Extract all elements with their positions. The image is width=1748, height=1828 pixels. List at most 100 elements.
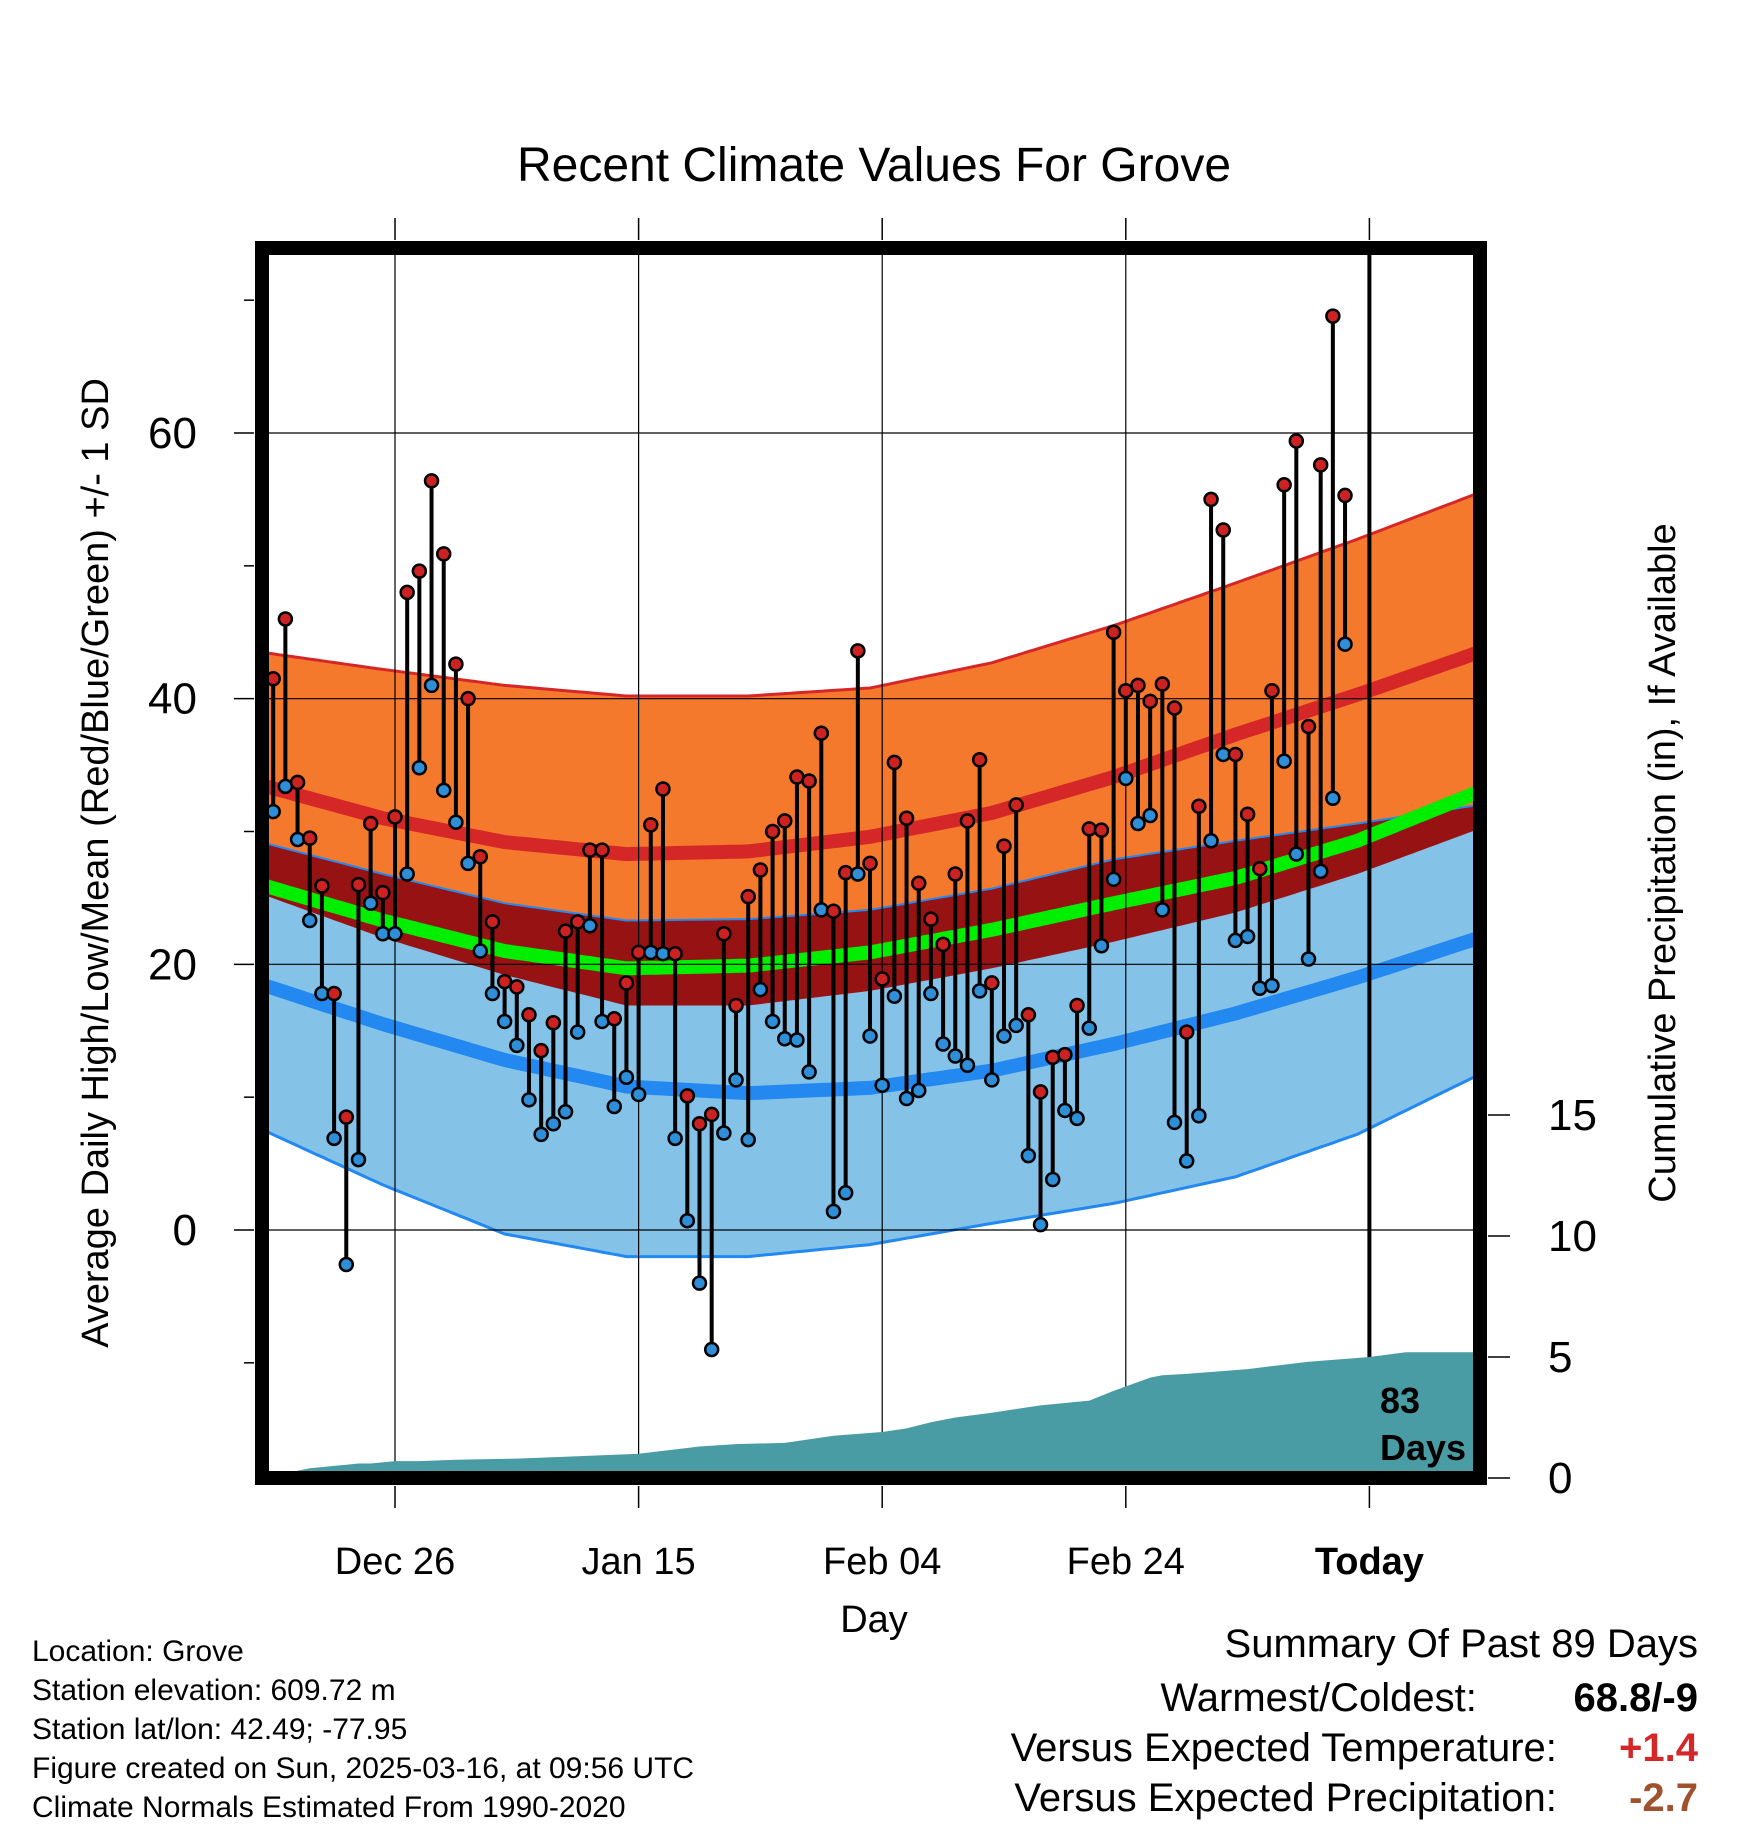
- daily-low-point: [728, 1072, 744, 1088]
- daily-high-point: [984, 975, 1000, 991]
- cumulative-precip-area: [262, 1352, 1479, 1478]
- daily-low-point: [569, 1024, 586, 1040]
- daily-high-point: [1020, 1007, 1037, 1023]
- daily-high-point: [813, 725, 830, 741]
- daily-high-point: [752, 862, 769, 878]
- daily-low-point: [630, 1086, 647, 1103]
- daily-low-point: [910, 1082, 927, 1099]
- latlon-text: Station lat/lon: 42.49; -77.95: [32, 1713, 408, 1746]
- summary-title: Summary Of Past 89 Days: [1224, 1622, 1698, 1666]
- daily-high-point: [947, 866, 964, 882]
- daily-low-point: [935, 1036, 951, 1052]
- x-tick-label: Jan 15: [582, 1541, 696, 1583]
- daily-low-point: [472, 943, 489, 959]
- daily-low-point: [1276, 753, 1292, 769]
- daily-high-point: [1288, 433, 1305, 449]
- days-label-word: Days: [1380, 1427, 1466, 1468]
- daily-high-point: [1312, 457, 1329, 473]
- daily-low-point: [1337, 636, 1353, 652]
- precip-label: Versus Expected Precipitation:: [1014, 1776, 1557, 1820]
- daily-high-point: [1142, 693, 1158, 710]
- temp-value: +1.4: [1619, 1726, 1698, 1770]
- daily-high-point: [1118, 682, 1134, 699]
- daily-low-point: [801, 1064, 817, 1080]
- chart-title: Recent Climate Values For Grove: [517, 139, 1231, 192]
- daily-high-point: [1044, 1049, 1061, 1066]
- daily-high-point: [1105, 624, 1122, 640]
- daily-high-point: [289, 774, 306, 791]
- daily-low-point: [399, 866, 415, 882]
- daily-low-point: [1069, 1110, 1085, 1127]
- daily-high-point: [545, 1015, 562, 1031]
- daily-low-point: [1093, 937, 1110, 954]
- daily-high-point: [1337, 487, 1353, 504]
- daily-high-point: [1166, 700, 1183, 716]
- daily-low-point: [387, 926, 403, 942]
- daily-high-point: [1093, 822, 1110, 838]
- daily-low-point: [1252, 980, 1268, 996]
- daily-low-point: [326, 1130, 342, 1147]
- daily-low-point: [862, 1028, 878, 1044]
- daily-high-point: [375, 884, 391, 901]
- warmest-label: Warmest/Coldest:: [1160, 1676, 1477, 1720]
- daily-high-point: [326, 985, 342, 1002]
- daily-low-point: [594, 1013, 610, 1030]
- daily-high-point: [825, 903, 842, 919]
- daily-high-point: [338, 1109, 355, 1125]
- y-tick-label: 0: [173, 1206, 197, 1255]
- daily-low-point: [1020, 1147, 1037, 1164]
- daily-low-point: [1057, 1102, 1073, 1119]
- x-tick-label: Dec 26: [335, 1541, 455, 1583]
- daily-high-point: [740, 888, 756, 905]
- daily-low-point: [850, 866, 866, 882]
- daily-low-point: [752, 981, 769, 998]
- daily-low-point: [496, 1013, 513, 1030]
- daily-low-point: [1325, 790, 1341, 807]
- daily-high-point: [1276, 477, 1292, 493]
- daily-high-point: [643, 817, 659, 833]
- elevation-text: Station elevation: 609.72 m: [32, 1674, 396, 1707]
- daily-high-point: [1130, 677, 1146, 694]
- y-tick-label: 20: [148, 940, 197, 989]
- daily-high-point: [667, 945, 683, 962]
- daily-high-point: [362, 815, 379, 832]
- daily-high-point: [472, 848, 489, 865]
- y-axis-label: Average Daily High/Low/Mean (Red/Blue/Gr…: [75, 378, 117, 1348]
- daily-low-point: [1239, 928, 1256, 945]
- daily-low-point: [301, 912, 318, 929]
- daily-low-point: [350, 1151, 367, 1168]
- daily-low-point: [947, 1048, 964, 1064]
- daily-low-point: [667, 1130, 683, 1147]
- daily-high-point: [314, 878, 330, 894]
- normals-text: Climate Normals Estimated From 1990-2020: [32, 1791, 626, 1824]
- daily-low-point: [1044, 1171, 1061, 1188]
- daily-high-point: [1069, 997, 1085, 1014]
- daily-low-point: [1118, 770, 1134, 787]
- daily-low-point: [984, 1072, 1000, 1088]
- y2-tick-label: 15: [1548, 1091, 1597, 1140]
- daily-high-point: [301, 830, 318, 846]
- days-label-number: 83: [1380, 1380, 1420, 1421]
- x-tick-label: Feb 04: [823, 1541, 941, 1583]
- daily-high-point: [1032, 1084, 1049, 1100]
- daily-low-point: [582, 918, 598, 934]
- daily-low-point: [898, 1090, 915, 1107]
- low-sd-lower-line: [262, 1073, 1480, 1259]
- warmest-value: 68.8/-9: [1573, 1676, 1698, 1720]
- daily-high-point: [423, 473, 440, 489]
- daily-low-point: [764, 1013, 781, 1030]
- daily-low-point: [521, 1092, 537, 1108]
- y-tick-label: 60: [148, 409, 197, 458]
- daily-high-point: [679, 1088, 696, 1104]
- daily-high-point: [1325, 308, 1341, 324]
- daily-low-point: [606, 1098, 622, 1115]
- daily-high-point: [509, 979, 525, 995]
- daily-low-point: [411, 759, 428, 776]
- daily-high-point: [618, 975, 635, 991]
- daily-low-point: [1081, 1020, 1098, 1036]
- daily-high-point: [971, 752, 988, 768]
- daily-high-point: [1057, 1046, 1073, 1063]
- daily-high-point: [1203, 491, 1219, 508]
- daily-low-point: [1154, 902, 1171, 918]
- high-sd-upper-line: [262, 491, 1480, 698]
